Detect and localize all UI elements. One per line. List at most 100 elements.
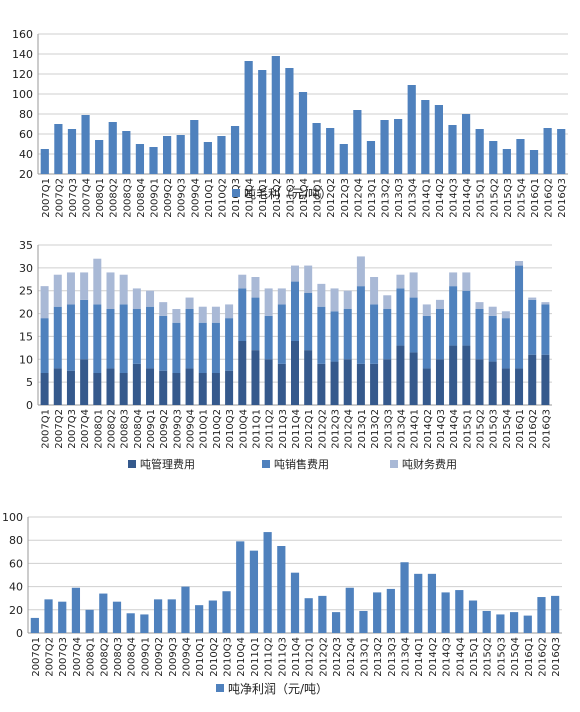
- bar-2010Q2-s3: [211, 306, 220, 323]
- y-tick-label: 120: [12, 68, 33, 81]
- x-tick-label: 2014Q2: [428, 637, 439, 677]
- x-tick-label: 2008Q3: [113, 637, 124, 677]
- x-tick-label: 2014Q1: [421, 178, 432, 218]
- bar-2008Q3-s1: [122, 131, 131, 174]
- bar-2011Q2-s1: [263, 532, 272, 633]
- legend: 吨净利润（元/吨）: [216, 682, 328, 696]
- x-tick-label: 2011Q2: [264, 637, 275, 677]
- bar-2011Q1-s1: [258, 70, 267, 174]
- y-tick-label: 0: [16, 627, 23, 640]
- y-tick-label: 80: [9, 534, 23, 547]
- bar-2010Q1-s3: [198, 306, 207, 323]
- bar-2010Q3-s3: [225, 304, 234, 319]
- bar-2011Q3-s2: [277, 304, 286, 364]
- x-tick-label: 2008Q2: [99, 637, 110, 677]
- bar-2013Q3-s3: [383, 295, 392, 309]
- bar-2011Q2-s1: [271, 56, 280, 174]
- bar-2014Q4-s3: [449, 272, 458, 287]
- x-tick-label: 2016Q3: [557, 178, 568, 218]
- x-tick-label: 2015Q3: [489, 409, 500, 449]
- bar-2007Q1-s1: [30, 617, 39, 633]
- bar-2008Q1-s1: [85, 609, 94, 633]
- bar-2007Q2-s1: [54, 124, 63, 174]
- bar-2009Q1-s1: [146, 368, 155, 405]
- bar-2009Q4-s1: [181, 586, 190, 633]
- bar-2007Q4-s3: [80, 272, 89, 300]
- x-tick-label: 2009Q4: [190, 178, 201, 218]
- bar-2016Q1-s1: [529, 150, 539, 174]
- bar-2015Q2-s1: [489, 141, 498, 174]
- bar-2013Q3-s1: [386, 588, 395, 633]
- x-tick-label: 2012Q4: [353, 178, 364, 218]
- bar-2007Q4-s1: [80, 359, 89, 405]
- bar-2014Q2-s1: [434, 105, 443, 174]
- x-tick-label: 2009Q1: [150, 178, 161, 218]
- bar-2014Q2-s2: [422, 315, 431, 369]
- x-tick-label: 2011Q2: [272, 178, 283, 218]
- bar-2008Q3-s1: [112, 601, 122, 633]
- bar-2008Q1-s1: [95, 140, 104, 174]
- bar-2007Q4-s1: [81, 115, 90, 174]
- bar-2008Q3-s3: [119, 274, 128, 305]
- x-tick-label: 2014Q4: [449, 409, 460, 449]
- x-tick-label: 2009Q1: [140, 637, 151, 677]
- x-tick-label: 2008Q4: [136, 178, 147, 218]
- legend-swatch: [262, 460, 270, 468]
- x-tick-label: 2011Q3: [277, 637, 288, 677]
- bar-2013Q1-s1: [366, 141, 376, 174]
- x-tick-label: 2009Q3: [177, 178, 188, 218]
- x-tick-label: 2007Q1: [41, 409, 52, 449]
- x-tick-label: 2009Q4: [186, 409, 197, 449]
- bar-2016Q3-s3: [541, 302, 550, 305]
- x-tick-label: 2014Q3: [436, 409, 447, 449]
- x-tick-label: 2012Q4: [344, 409, 355, 449]
- bar-2009Q3-s3: [172, 309, 181, 323]
- x-tick-label: 2016Q2: [528, 409, 539, 449]
- bar-2007Q1-s1: [40, 373, 49, 405]
- x-tick-label: 2007Q4: [82, 178, 93, 218]
- bar-2010Q4-s2: [238, 288, 247, 341]
- bar-2013Q1-s2: [356, 286, 365, 364]
- x-tick-label: 2008Q3: [122, 178, 133, 218]
- bar-2014Q3-s1: [435, 359, 444, 405]
- x-tick-label: 2011Q4: [291, 637, 302, 677]
- x-tick-label: 2013Q2: [381, 178, 392, 218]
- bar-2012Q3-s2: [330, 311, 339, 362]
- x-tick-label: 2014Q2: [435, 178, 446, 218]
- bar-2008Q1-s2: [93, 304, 102, 373]
- bar-2016Q1-s3: [515, 261, 524, 266]
- bar-2016Q1-s2: [515, 265, 524, 369]
- x-tick-label: 2015Q3: [503, 178, 514, 218]
- bar-2014Q3-s1: [448, 125, 457, 174]
- x-tick-label: 2013Q1: [359, 637, 370, 677]
- x-tick-label: 2014Q3: [442, 637, 453, 677]
- x-axis-tick-labels: 2007Q1 2007Q2 2007Q3 2007Q4 2008Q1 2008Q2 2008…: [41, 178, 568, 218]
- bar-2009Q1-s2: [146, 306, 155, 369]
- y-tick-label: 35: [19, 239, 33, 252]
- bar-2009Q4-s2: [185, 309, 194, 369]
- y-tick-label: 15: [19, 330, 33, 343]
- bars: [40, 256, 550, 405]
- x-tick-label: 2009Q2: [159, 409, 170, 449]
- x-tick-label: 2007Q2: [54, 178, 65, 218]
- x-tick-label: 2013Q1: [357, 409, 368, 449]
- legend-swatch: [128, 460, 136, 468]
- x-tick-label: 2013Q1: [367, 178, 378, 218]
- bar-2007Q3-s1: [67, 129, 77, 174]
- bar-2007Q2-s1: [44, 599, 53, 633]
- bar-2010Q2-s1: [208, 600, 217, 633]
- bar-2009Q3-s2: [172, 322, 181, 373]
- bar-2007Q1-s1: [40, 149, 49, 174]
- bar-2007Q3-s1: [58, 601, 67, 633]
- bar-2016Q3-s1: [551, 595, 560, 633]
- legend-label: 吨管理费用: [140, 457, 195, 471]
- bar-2007Q3-s1: [66, 370, 75, 405]
- bar-2009Q2-s2: [159, 315, 168, 371]
- y-tick-label: 160: [12, 28, 33, 41]
- x-tick-label: 2009Q4: [181, 637, 192, 677]
- bar-2010Q4-s1: [236, 541, 245, 633]
- x-tick-label: 2012Q1: [313, 178, 324, 218]
- x-tick-label: 2008Q1: [95, 178, 106, 218]
- legend: 吨毛利（元/吨）: [232, 187, 332, 201]
